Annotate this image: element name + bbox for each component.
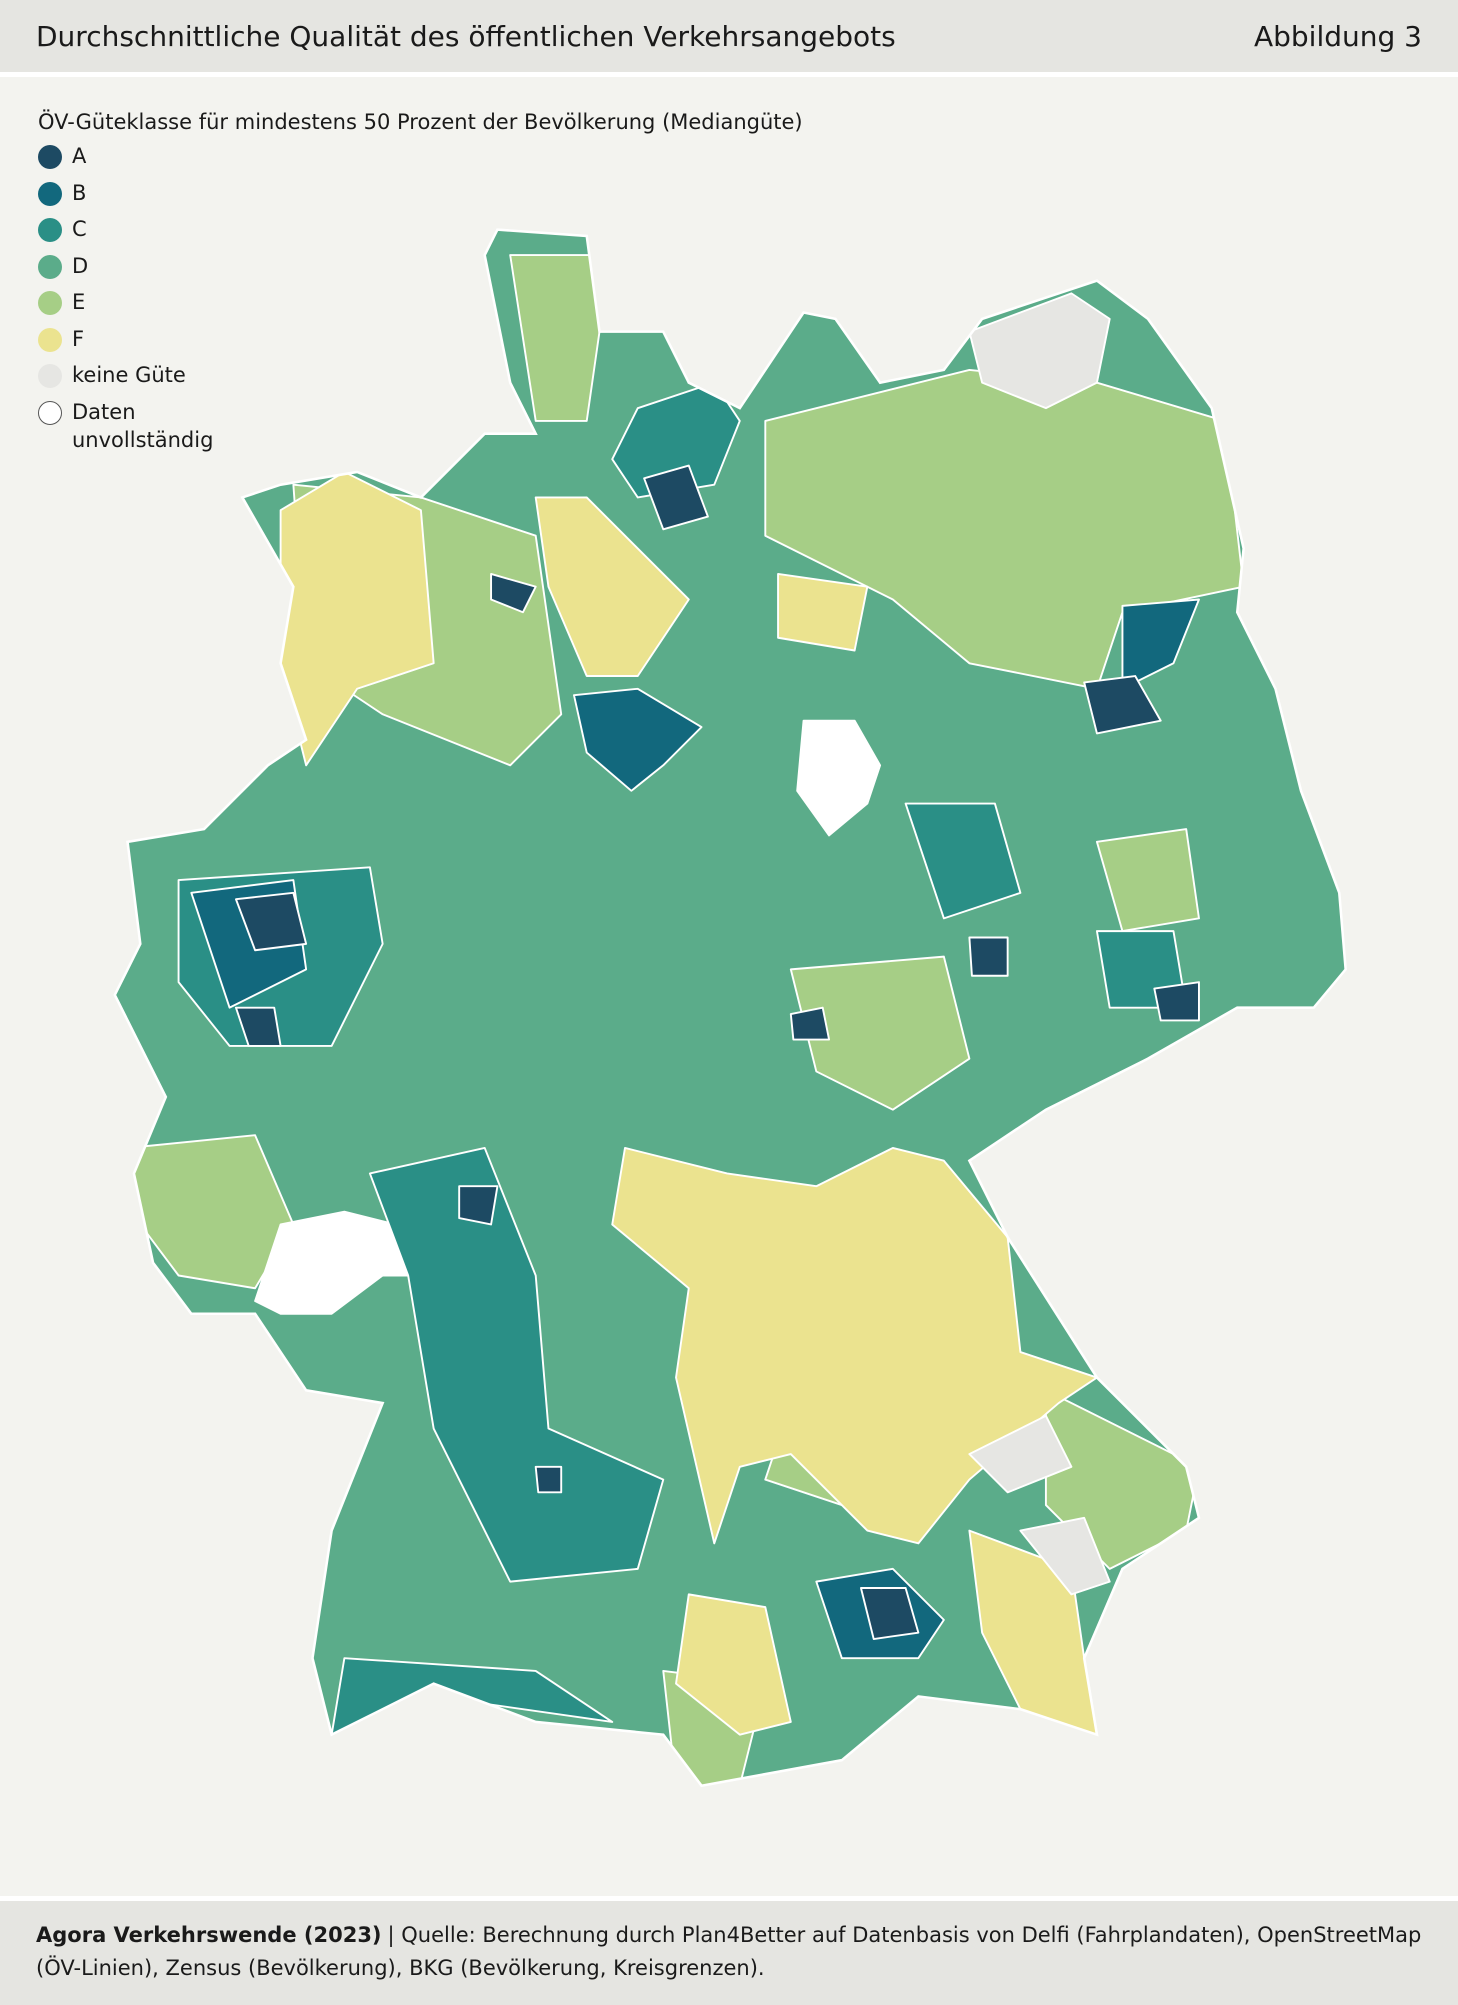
legend-label: F — [72, 326, 85, 351]
region — [904, 802, 1022, 920]
legend: ÖV-Güteklasse für mindestens 50 Prozent … — [38, 110, 803, 452]
legend-item: C — [38, 215, 803, 252]
region — [1019, 1516, 1111, 1596]
region — [534, 496, 690, 677]
legend-item: F — [38, 325, 803, 362]
source-bold: Agora Verkehrswende (2023) — [36, 1923, 382, 1947]
region — [1121, 598, 1200, 690]
region — [860, 1587, 920, 1640]
footer: Agora Verkehrswende (2023) | Quelle: Bere… — [0, 1896, 1458, 2005]
legend-item: A — [38, 142, 803, 179]
title: Durchschnittliche Qualität des öffentlic… — [36, 20, 896, 53]
figure-label: Abbildung 3 — [1253, 20, 1422, 53]
region — [789, 955, 971, 1111]
region — [611, 1146, 1098, 1545]
region — [777, 573, 869, 652]
header: Durchschnittliche Qualität des öffentlic… — [0, 0, 1458, 77]
region — [490, 573, 537, 614]
region — [1095, 828, 1200, 933]
legend-label: keine Güte — [72, 363, 186, 387]
region — [573, 687, 703, 792]
legend-item: E — [38, 288, 803, 325]
legend-swatch — [38, 400, 62, 425]
region — [330, 1657, 614, 1736]
legend-swatch — [38, 254, 62, 279]
region — [789, 1006, 831, 1041]
legend-swatch — [38, 291, 62, 315]
legend-item: D — [38, 252, 803, 289]
region — [968, 292, 1111, 410]
region — [968, 936, 1009, 977]
legend-label: C — [72, 217, 87, 241]
map — [113, 228, 1347, 1787]
region — [643, 464, 709, 531]
region — [509, 254, 601, 422]
region — [1153, 981, 1200, 1022]
legend-item: keine Güte — [38, 361, 803, 398]
legend-item: Daten unvollständig — [38, 398, 803, 452]
legend-label: Daten unvollständig — [72, 399, 214, 452]
legend-swatch — [38, 181, 62, 206]
legend-label: E — [72, 290, 86, 314]
region — [458, 1185, 499, 1226]
source-text: | Quelle: Berechnung durch Plan4Better a… — [36, 1923, 1422, 1980]
region — [1083, 675, 1162, 735]
region — [796, 719, 882, 837]
source: Agora Verkehrswende (2023) | Quelle: Bere… — [36, 1919, 1426, 1985]
region — [968, 1414, 1073, 1494]
legend-swatch — [38, 327, 62, 352]
legend-swatch — [38, 218, 62, 242]
region — [368, 1146, 665, 1583]
legend-swatch — [38, 364, 62, 388]
region — [534, 1465, 563, 1494]
legend-swatch — [38, 145, 62, 169]
legend-item: B — [38, 179, 803, 216]
legend-label: A — [72, 144, 87, 168]
legend-label: D — [72, 253, 89, 278]
legend-label: B — [72, 180, 87, 205]
region — [235, 891, 308, 952]
region — [675, 1593, 792, 1736]
legend-title: ÖV-Güteklasse für mindestens 50 Prozent … — [38, 110, 803, 134]
region — [235, 1006, 282, 1047]
